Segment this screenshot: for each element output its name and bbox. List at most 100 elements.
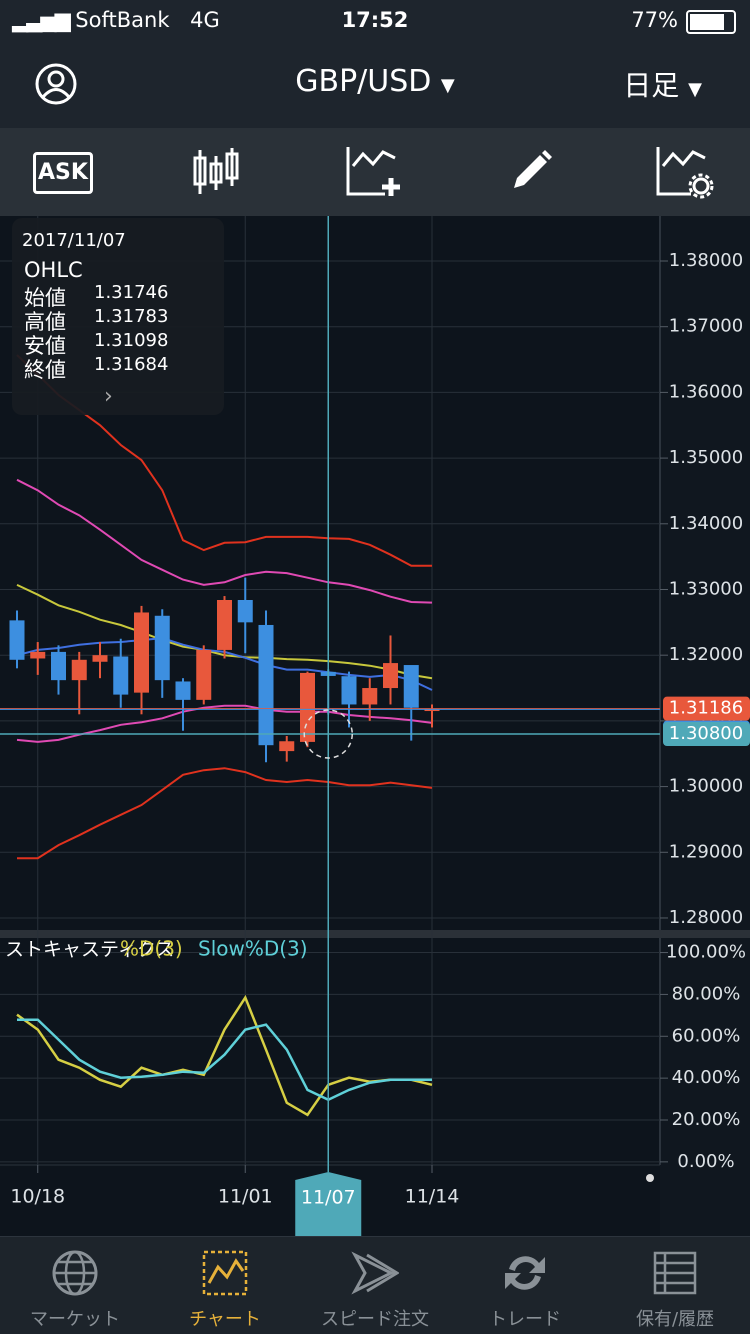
stochastic-line: [16, 994, 433, 1117]
y-tick-label: 1.30000: [669, 776, 743, 797]
nav-item[interactable]: スピード注文: [300, 1237, 450, 1334]
y-tick-label: 1.32000: [669, 644, 743, 665]
nav-label: トレード: [489, 1309, 561, 1330]
x-tick-label: 10/18: [10, 1186, 65, 1208]
pair: GBP/USD: [295, 64, 432, 99]
candle-body: [362, 688, 378, 705]
nav-item[interactable]: チャート: [150, 1237, 300, 1334]
tooltip-label: 始値: [24, 286, 66, 310]
nav-label: 保有/履歴: [635, 1309, 715, 1330]
candle-body: [92, 655, 108, 662]
candle-body: [403, 665, 419, 708]
y-tick-label: 60.00%: [672, 1025, 741, 1046]
price-tag-label: 1.31186: [669, 698, 743, 719]
nav-icon: [351, 1251, 400, 1295]
dropdown-arrow: ▼: [440, 75, 455, 96]
y-tick-label: 1.36000: [669, 381, 743, 402]
indicator-line: [16, 704, 433, 743]
top-bar: ▂▃▅▆ SoftBank 4G 17:52 77% GBP/USD ▼ 日足 …: [0, 0, 750, 128]
network: 4G: [190, 8, 220, 32]
y-tick-label: 1.35000: [669, 447, 743, 468]
panel-separator: [0, 930, 750, 938]
candle-body: [300, 672, 315, 742]
y-tick-label: 1.28000: [669, 907, 743, 928]
nav-icon: [52, 1250, 98, 1296]
y-tick-label: 1.34000: [669, 513, 743, 534]
nav-label: スピード注文: [321, 1309, 429, 1330]
candle-body: [341, 676, 357, 705]
crosshair-date-label: 11/07: [301, 1187, 356, 1209]
period: 日足: [623, 69, 680, 102]
account-button[interactable]: [34, 62, 78, 106]
toolbar: ASK: [0, 128, 750, 216]
x-tick-label: 11/01: [218, 1186, 273, 1208]
scroll-dot: [646, 1174, 654, 1182]
candle-type-button[interactable]: [190, 146, 242, 198]
tooltip-label: 高値: [24, 310, 66, 334]
price-tag: [663, 696, 750, 721]
nav-item[interactable]: 保有/履歴: [600, 1237, 750, 1334]
candle-body: [279, 741, 295, 752]
add-indicator-button[interactable]: [345, 144, 405, 200]
y-tick-label: 40.00%: [672, 1067, 741, 1088]
y-tick-label: 80.00%: [672, 983, 741, 1004]
candle-body: [258, 624, 274, 746]
candle-body: [217, 600, 232, 650]
battery-level: 77%: [631, 8, 678, 32]
crosshair-tag: [663, 722, 750, 747]
candle-body: [134, 612, 149, 693]
candle-body: [196, 649, 212, 700]
nav-item[interactable]: トレード: [450, 1237, 600, 1334]
y-tick-label: 1.38000: [669, 250, 743, 271]
clock: 17:52: [341, 8, 409, 32]
nav-label: チャート: [189, 1309, 261, 1330]
nav-icon: [653, 1251, 697, 1295]
candle-body: [237, 600, 253, 623]
ohlc-tooltip: 2017/11/07 OHLC 始値 1.31746 高値 1.31783 安値 1.31…: [12, 218, 224, 415]
y-tick-label: 100.00%: [666, 942, 746, 963]
candle-body: [383, 663, 398, 689]
nav-item[interactable]: マーケット: [0, 1237, 150, 1334]
tooltip-value: 1.31783: [94, 306, 169, 327]
bottom-nav: マーケット チャート スピード注文 トレード 保有/履歴: [0, 1236, 750, 1334]
draw-button[interactable]: [508, 148, 554, 194]
x-tick-label: 11/14: [405, 1186, 460, 1208]
battery-icon: [686, 10, 736, 34]
ask-button[interactable]: ASK: [33, 152, 93, 194]
nav-icon: [202, 1250, 248, 1296]
y-tick-label: 0.00%: [677, 1151, 734, 1172]
candle-body: [154, 615, 170, 681]
candle-body: [71, 659, 87, 681]
candle-body: [113, 656, 129, 695]
y-tick-label: 1.33000: [669, 578, 743, 599]
stochastic-line: [17, 1018, 432, 1102]
nav-icon: [505, 1256, 545, 1290]
nav-label: マーケット: [30, 1309, 120, 1330]
y-tick-label: 1.29000: [669, 841, 743, 862]
candle-body: [30, 651, 46, 659]
candle-body: [175, 681, 191, 700]
tooltip-value: 1.31746: [94, 282, 169, 303]
indicator-line: [16, 354, 432, 567]
tooltip-more[interactable]: ›: [104, 384, 113, 409]
crosshair-date-tag: [295, 1172, 362, 1236]
carrier: SoftBank: [75, 8, 170, 32]
period-selector[interactable]: 日足 ▼: [623, 64, 702, 104]
tooltip-title: OHLC: [24, 258, 83, 282]
indicator-line: [16, 478, 433, 604]
crosshair-tag-label: 1.30800: [669, 723, 743, 744]
tooltip-value: 1.31098: [94, 330, 169, 351]
y-tick-label: 1.37000: [669, 316, 743, 337]
indicator-line: [17, 767, 433, 860]
candle-body: [9, 620, 25, 660]
candle-body: [424, 708, 440, 712]
signal-icon: ▂▃▅▆: [12, 8, 71, 32]
crosshair-point: [303, 709, 353, 759]
indicator-settings-button[interactable]: [655, 144, 715, 200]
indicator-title: ストキャスティクス: [5, 939, 174, 961]
legend-entry: %D(3): [120, 937, 183, 961]
tooltip-label: 安値: [24, 334, 66, 358]
pair-selector[interactable]: GBP/USD ▼: [0, 64, 750, 99]
